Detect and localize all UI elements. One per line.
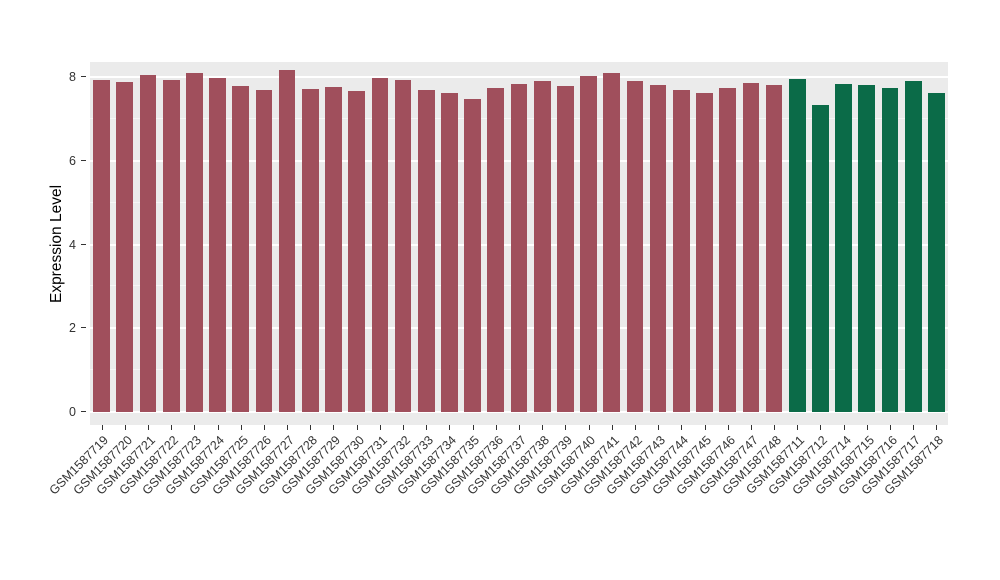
y-tick-mark — [81, 76, 86, 77]
x-tick-mark — [820, 425, 822, 430]
x-tick-mark — [936, 425, 938, 430]
bar-GSM1587745 — [696, 92, 713, 412]
bar-GSM1587720 — [116, 82, 134, 412]
x-tick-mark — [704, 425, 706, 430]
x-tick-mark — [774, 425, 776, 430]
x-tick-mark — [171, 425, 173, 430]
x-tick-mark — [472, 425, 474, 430]
bar-GSM1587727 — [278, 70, 296, 412]
x-tick-mark — [147, 425, 149, 430]
x-tick-mark — [866, 425, 868, 430]
bar-GSM1587734 — [441, 92, 458, 412]
x-tick-mark — [750, 425, 752, 430]
bar-GSM1587717 — [904, 81, 922, 412]
y-tick-mark — [81, 159, 86, 161]
x-tick-mark — [681, 425, 683, 430]
bar-GSM1587739 — [557, 85, 574, 412]
y-tick-mark — [81, 327, 86, 329]
bar-GSM1587736 — [487, 87, 505, 412]
x-tick-mark — [565, 425, 567, 430]
x-tick-mark — [588, 425, 590, 430]
x-tick-mark — [240, 425, 242, 430]
x-tick-mark — [890, 425, 892, 430]
bars-layer — [90, 62, 948, 425]
x-tick-mark — [217, 425, 219, 430]
bar-GSM1587741 — [603, 72, 621, 412]
bar-GSM1587725 — [232, 86, 250, 412]
bar-GSM1587715 — [858, 85, 876, 412]
bar-GSM1587731 — [371, 77, 389, 412]
x-tick-mark — [519, 425, 520, 430]
x-axis-ticks — [90, 425, 948, 430]
x-tick-mark — [403, 425, 405, 430]
y-tick-label: 8 — [69, 70, 76, 84]
bar-GSM1587711 — [788, 79, 806, 412]
bar-GSM1587729 — [325, 87, 342, 412]
bar-GSM1587722 — [162, 79, 180, 412]
bar-GSM1587748 — [765, 85, 783, 412]
x-tick-mark — [356, 425, 358, 430]
bar-GSM1587716 — [881, 88, 899, 412]
bar-GSM1587719 — [93, 80, 110, 412]
x-tick-mark — [542, 425, 544, 430]
x-tick-mark — [611, 425, 613, 430]
bar-GSM1587743 — [649, 85, 667, 412]
bar-GSM1587735 — [464, 99, 481, 412]
y-tick-label: 4 — [69, 237, 76, 252]
x-tick-mark — [727, 425, 729, 430]
bar-GSM1587728 — [301, 88, 319, 412]
bar-GSM1587714 — [835, 84, 852, 412]
x-tick-mark — [101, 425, 103, 430]
x-tick-mark — [287, 425, 289, 430]
x-tick-mark — [333, 425, 335, 430]
bar-GSM1587718 — [928, 92, 945, 412]
bar-GSM1587740 — [580, 76, 597, 412]
major-gridline — [90, 76, 948, 78]
bar-GSM1587732 — [394, 80, 412, 412]
bar-GSM1587712 — [812, 105, 829, 412]
x-tick-mark — [124, 425, 126, 430]
plot-panel — [90, 62, 948, 425]
x-tick-mark — [426, 425, 428, 430]
x-tick-mark — [379, 425, 381, 430]
x-tick-mark — [634, 425, 636, 430]
bar-GSM1587733 — [417, 89, 435, 412]
y-tick-mark — [81, 411, 86, 412]
bar-GSM1587747 — [742, 82, 760, 412]
bar-GSM1587742 — [626, 80, 644, 412]
bar-GSM1587737 — [510, 83, 528, 412]
x-axis: GSM1587719 GSM1587720 GSM1587721 GSM1587722… — [47, 433, 948, 573]
bar-GSM1587730 — [348, 91, 365, 412]
x-tick-mark — [310, 425, 312, 430]
x-tick-mark — [263, 425, 265, 430]
x-tick-mark — [797, 425, 799, 430]
bar-GSM1587723 — [186, 72, 203, 412]
major-gridline — [90, 411, 948, 413]
bar-GSM1587746 — [719, 87, 737, 412]
y-tick-label: 6 — [69, 153, 76, 168]
bar-GSM1587738 — [533, 81, 551, 412]
bar-GSM1587724 — [209, 78, 226, 412]
x-tick-mark — [194, 425, 196, 430]
bar-GSM1587726 — [255, 90, 273, 412]
x-tick-mark — [913, 425, 915, 430]
x-tick-mark — [843, 425, 845, 430]
y-tick-label: 0 — [69, 405, 76, 419]
y-tick-mark — [81, 243, 86, 245]
bar-GSM1587744 — [672, 89, 690, 412]
x-tick-mark — [658, 425, 660, 430]
y-tick-label: 2 — [69, 321, 76, 336]
x-tick-mark — [449, 425, 451, 430]
x-tick-mark — [495, 425, 497, 430]
y-axis: 0 2 4 6 8 — [0, 62, 86, 425]
bar-GSM1587721 — [139, 74, 157, 412]
